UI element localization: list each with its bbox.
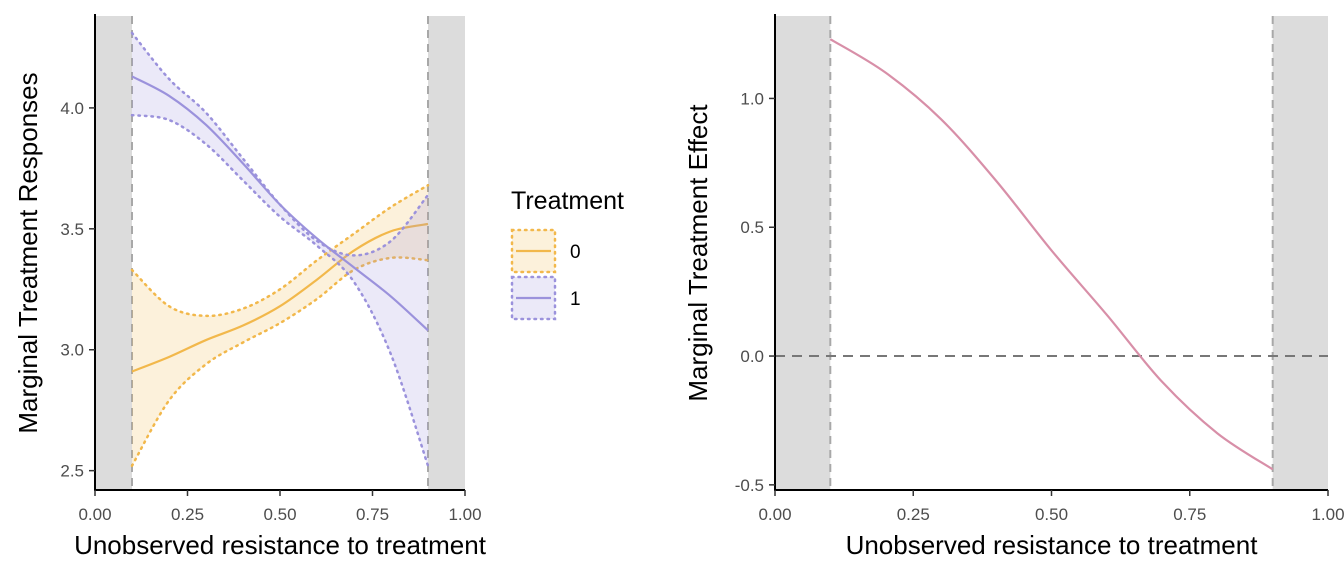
x-tick-label: 0.50 <box>1035 505 1068 524</box>
series-0-upper-bound <box>130 184 430 318</box>
legend-label: 1 <box>570 289 581 310</box>
x-tick-label: 1.00 <box>1311 505 1344 524</box>
series-1-ci-band <box>132 32 428 466</box>
x-tick-label: 0.25 <box>897 505 930 524</box>
series-1-lower-bound <box>130 113 430 468</box>
y-tick-label: 2.5 <box>60 462 84 481</box>
mte-panel: 0.00 0.25 0.50 0.75 1.00 -0.5 0.0 0.5 1.0 Unobser… <box>683 14 1344 560</box>
series-0-lower-bound <box>130 256 430 468</box>
y-tick-label: 0.0 <box>740 347 764 366</box>
x-axis-title: Unobserved resistance to treatment <box>74 530 487 560</box>
x-tick-label: 1.00 <box>448 505 481 524</box>
shade-left <box>95 16 132 490</box>
y-tick-label: 4.0 <box>60 99 84 118</box>
series-0-line <box>131 222 429 373</box>
legend-label: 0 <box>570 242 581 263</box>
x-tick-label: 0.75 <box>356 505 389 524</box>
mtr-panel: 0.00 0.25 0.50 0.75 1.00 2.5 3.0 3.5 4.0 Unobserv… <box>13 14 487 560</box>
y-tick-label: 3.5 <box>60 220 84 239</box>
x-tick-label: 0.75 <box>1173 505 1206 524</box>
x-axis-title: Unobserved resistance to treatment <box>846 530 1259 560</box>
legend-title: Treatment <box>511 187 624 215</box>
x-tick-label: 0.00 <box>758 505 791 524</box>
y-tick-label: 3.0 <box>60 341 84 360</box>
y-axis-title: Marginal Treatment Effect <box>683 104 713 402</box>
y-tick-label: -0.5 <box>735 476 764 495</box>
x-tick-label: 0.00 <box>78 505 111 524</box>
mte-line <box>829 38 1274 471</box>
series-1-line <box>131 75 429 332</box>
treatment-legend: Treatment 0 1 <box>510 187 624 321</box>
y-tick-label: 0.5 <box>740 218 764 237</box>
y-tick-label: 1.0 <box>740 89 764 108</box>
x-tick-label: 0.50 <box>263 505 296 524</box>
shade-left <box>775 16 831 490</box>
shade-right <box>428 16 465 490</box>
shade-right <box>1272 16 1328 490</box>
y-axis-title: Marginal Treatment Responses <box>13 72 43 433</box>
x-tick-label: 0.25 <box>171 505 204 524</box>
